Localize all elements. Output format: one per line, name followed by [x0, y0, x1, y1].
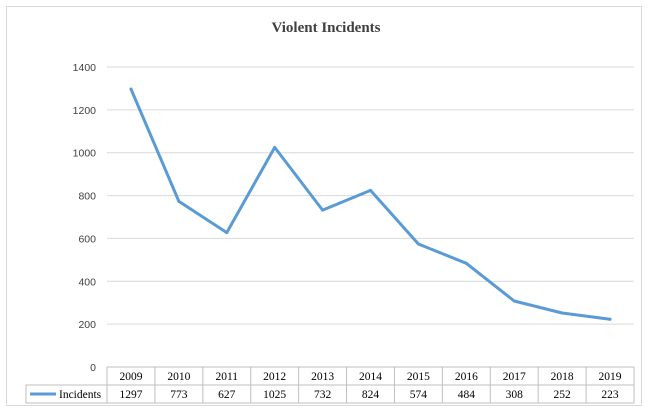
y-tick-label: 600 [78, 233, 96, 245]
x-category-label: 2016 [455, 371, 478, 383]
data-value-label: 574 [410, 389, 428, 401]
y-tick-label: 200 [78, 319, 96, 331]
legend-label: Incidents [59, 389, 102, 401]
data-value-label: 627 [218, 389, 236, 401]
data-value-label: 252 [554, 389, 572, 401]
data-value-label: 1297 [119, 389, 142, 401]
data-point [464, 261, 468, 265]
data-table: 2009 2010 2011 2012 2013 2014 2015 2016 2017 2018… [25, 366, 635, 404]
data-value-label: 1025 [263, 389, 286, 401]
x-category-label: 2012 [263, 371, 286, 383]
x-category-label: 2009 [119, 371, 142, 383]
data-point [129, 87, 133, 91]
x-category-label: 2013 [311, 371, 334, 383]
data-point [225, 231, 229, 235]
x-category-label: 2017 [503, 371, 526, 383]
data-value-label: 732 [314, 389, 332, 401]
data-point [273, 145, 277, 149]
data-point [369, 188, 372, 192]
y-tick-label: 800 [78, 191, 96, 203]
chart-title: Violent Incidents [271, 20, 380, 36]
data-value-label: 308 [506, 389, 524, 401]
data-value-label: 223 [601, 389, 619, 401]
chart-frame [6, 6, 642, 406]
series-line-incidents [129, 87, 612, 321]
data-point [608, 317, 612, 321]
data-point [177, 199, 181, 203]
y-tick-label: 1400 [73, 62, 97, 74]
data-value-label: 773 [170, 389, 188, 401]
y-tick-label: 0 [90, 362, 96, 374]
data-point [560, 311, 564, 315]
series-layer [129, 87, 612, 321]
data-value-label: 824 [362, 389, 380, 401]
data-point [512, 299, 516, 303]
x-category-label: 2014 [359, 371, 382, 383]
x-category-label: 2010 [167, 371, 190, 383]
x-category-label: 2018 [551, 371, 574, 383]
data-value-label: 484 [458, 389, 476, 401]
gridlines [107, 66, 634, 325]
y-axis-ticks: 0 200 400 600 800 1000 1200 1400 [73, 62, 97, 374]
y-tick-label: 1000 [73, 148, 97, 160]
x-category-label: 2015 [407, 371, 430, 383]
data-point [416, 242, 420, 246]
x-category-label: 2011 [215, 371, 238, 383]
x-category-label: 2019 [599, 371, 622, 383]
y-tick-label: 1200 [73, 105, 97, 117]
data-point [321, 208, 325, 212]
y-tick-label: 400 [78, 276, 96, 288]
